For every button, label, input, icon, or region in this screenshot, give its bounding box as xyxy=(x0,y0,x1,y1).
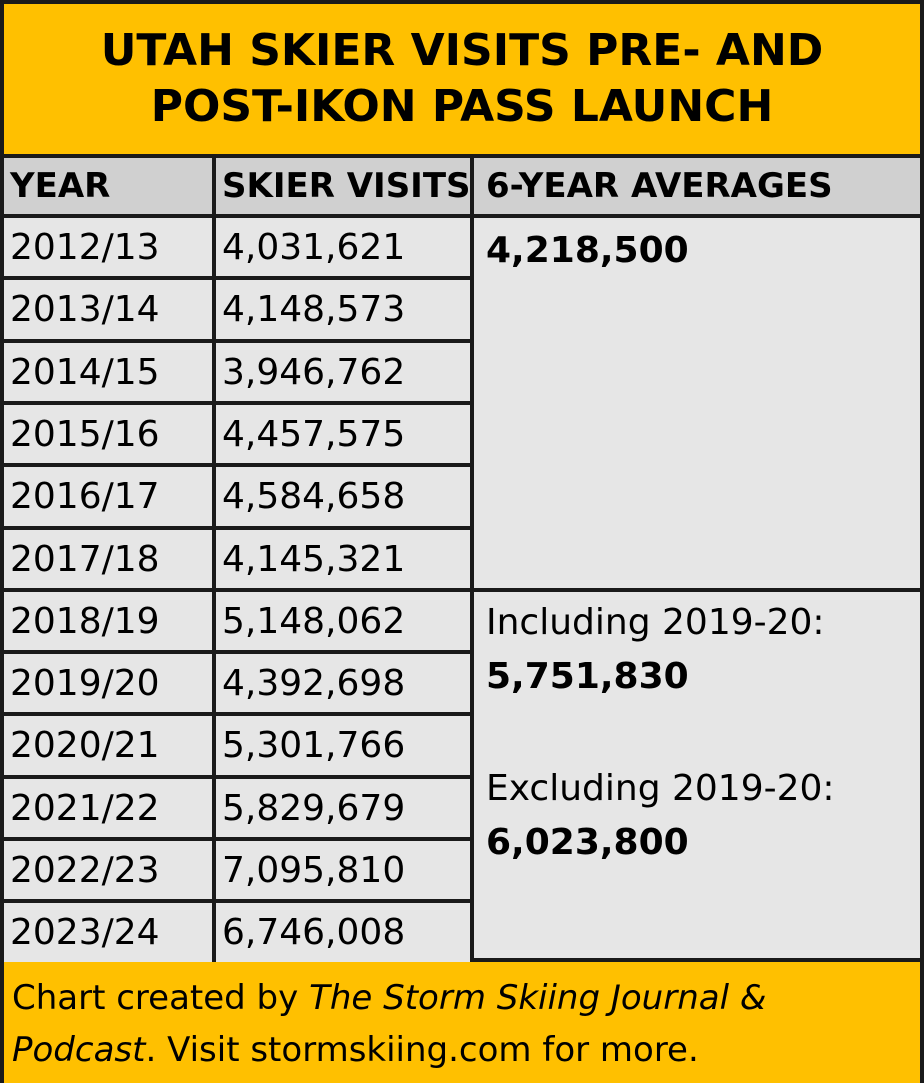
including-value: 5,751,830 xyxy=(486,656,689,697)
row-year: 2021/22 xyxy=(4,779,216,841)
footer-suffix: . Visit stormskiing.com for more. xyxy=(145,1030,699,1070)
row-skier-visits: 4,392,698 xyxy=(216,654,474,716)
row-skier-visits: 5,148,062 xyxy=(216,592,474,654)
row-skier-visits: 4,145,321 xyxy=(216,530,474,592)
row-skier-visits: 5,829,679 xyxy=(216,779,474,841)
row-year: 2018/19 xyxy=(4,592,216,654)
row-skier-visits: 6,746,008 xyxy=(216,903,474,966)
footer-publication: The Storm Skiing Journal & xyxy=(309,978,767,1018)
row-year: 2015/16 xyxy=(4,405,216,467)
row-skier-visits: 5,301,766 xyxy=(216,716,474,779)
row-year: 2013/14 xyxy=(4,280,216,343)
chart-footer: Chart created by The Storm Skiing Journa… xyxy=(4,962,920,1083)
chart-title-text: UTAH SKIER VISITS PRE- AND POST-IKON PAS… xyxy=(100,25,824,132)
row-skier-visits: 3,946,762 xyxy=(216,343,474,405)
row-year: 2016/17 xyxy=(4,467,216,530)
header-year: YEAR xyxy=(4,158,216,218)
row-year: 2012/13 xyxy=(4,218,216,280)
excluding-value: 6,023,800 xyxy=(486,822,689,863)
post-ikon-average: Including 2019-20: 5,751,830 Excluding 2… xyxy=(474,592,920,962)
row-year: 2020/21 xyxy=(4,716,216,779)
excluding-label: Excluding 2019-20: xyxy=(486,768,835,809)
footer-prefix: Chart created by xyxy=(12,978,310,1018)
including-label: Including 2019-20: xyxy=(486,602,825,643)
row-year: 2014/15 xyxy=(4,343,216,405)
row-skier-visits: 4,031,621 xyxy=(216,218,474,280)
row-skier-visits: 7,095,810 xyxy=(216,841,474,903)
row-skier-visits: 4,457,575 xyxy=(216,405,474,467)
row-year: 2017/18 xyxy=(4,530,216,592)
header-averages: 6-YEAR AVERAGES xyxy=(474,158,920,218)
pre-ikon-average-value: 4,218,500 xyxy=(486,230,689,271)
row-year: 2022/23 xyxy=(4,841,216,903)
header-skier-visits: SKIER VISITS xyxy=(216,158,474,218)
row-skier-visits: 4,584,658 xyxy=(216,467,474,530)
chart-title: UTAH SKIER VISITS PRE- AND POST-IKON PAS… xyxy=(4,4,920,158)
footer-publication-line2: Podcast xyxy=(12,1030,146,1070)
row-skier-visits: 4,148,573 xyxy=(216,280,474,343)
pre-ikon-average: 4,218,500 xyxy=(474,218,920,592)
row-year: 2019/20 xyxy=(4,654,216,716)
row-year: 2023/24 xyxy=(4,903,216,966)
